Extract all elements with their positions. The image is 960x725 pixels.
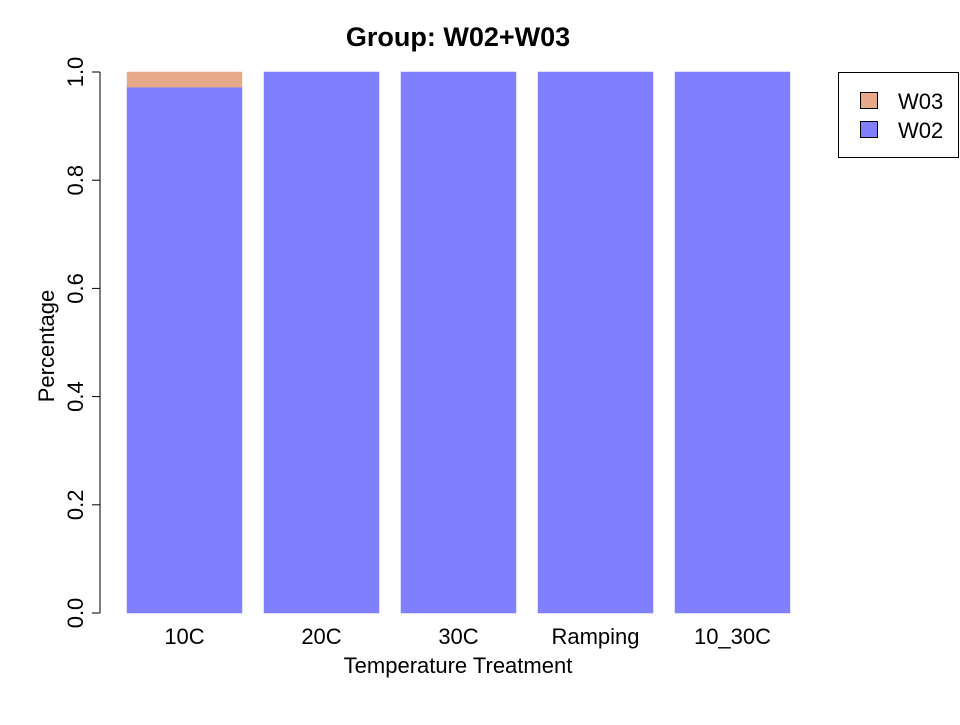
chart-title: Group: W02+W03	[346, 22, 570, 52]
bar-w02-30c	[400, 71, 517, 614]
y-tick-label: 1.0	[63, 57, 88, 88]
x-tick-label: 20C	[301, 624, 341, 649]
y-axis-title: Percentage	[34, 290, 59, 403]
legend: W03 W02	[838, 72, 959, 158]
x-tick-label: Ramping	[551, 624, 639, 649]
legend-label-w02: W02	[898, 118, 943, 143]
y-tick-label: 0.0	[63, 598, 88, 629]
y-tick-label: 0.8	[63, 165, 88, 196]
legend-swatch-w02	[860, 121, 878, 138]
bar-w02-20c	[263, 71, 380, 614]
x-ticks-group: 10C 20C 30C Ramping 10_30C	[164, 624, 771, 649]
legend-label-w03: W03	[898, 89, 943, 114]
bar-w02-10c	[126, 86, 243, 614]
legend-swatch-w03	[860, 92, 878, 109]
bar-w03-10c	[126, 71, 243, 88]
y-tick-label: 0.6	[63, 273, 88, 304]
x-tick-label: 10C	[164, 624, 204, 649]
bar-w02-10_30c	[674, 71, 791, 614]
y-tick-label: 0.4	[63, 381, 88, 412]
bar-w02-ramping	[537, 71, 654, 614]
x-tick-label: 30C	[438, 624, 478, 649]
y-tick-label: 0.2	[63, 490, 88, 521]
legend-box	[838, 72, 959, 158]
bars-group	[126, 71, 791, 614]
x-axis-title: Temperature Treatment	[344, 653, 573, 678]
y-ticks-group: 0.0 0.2 0.4 0.6 0.8 1.0	[63, 57, 100, 629]
x-tick-label: 10_30C	[694, 624, 771, 649]
